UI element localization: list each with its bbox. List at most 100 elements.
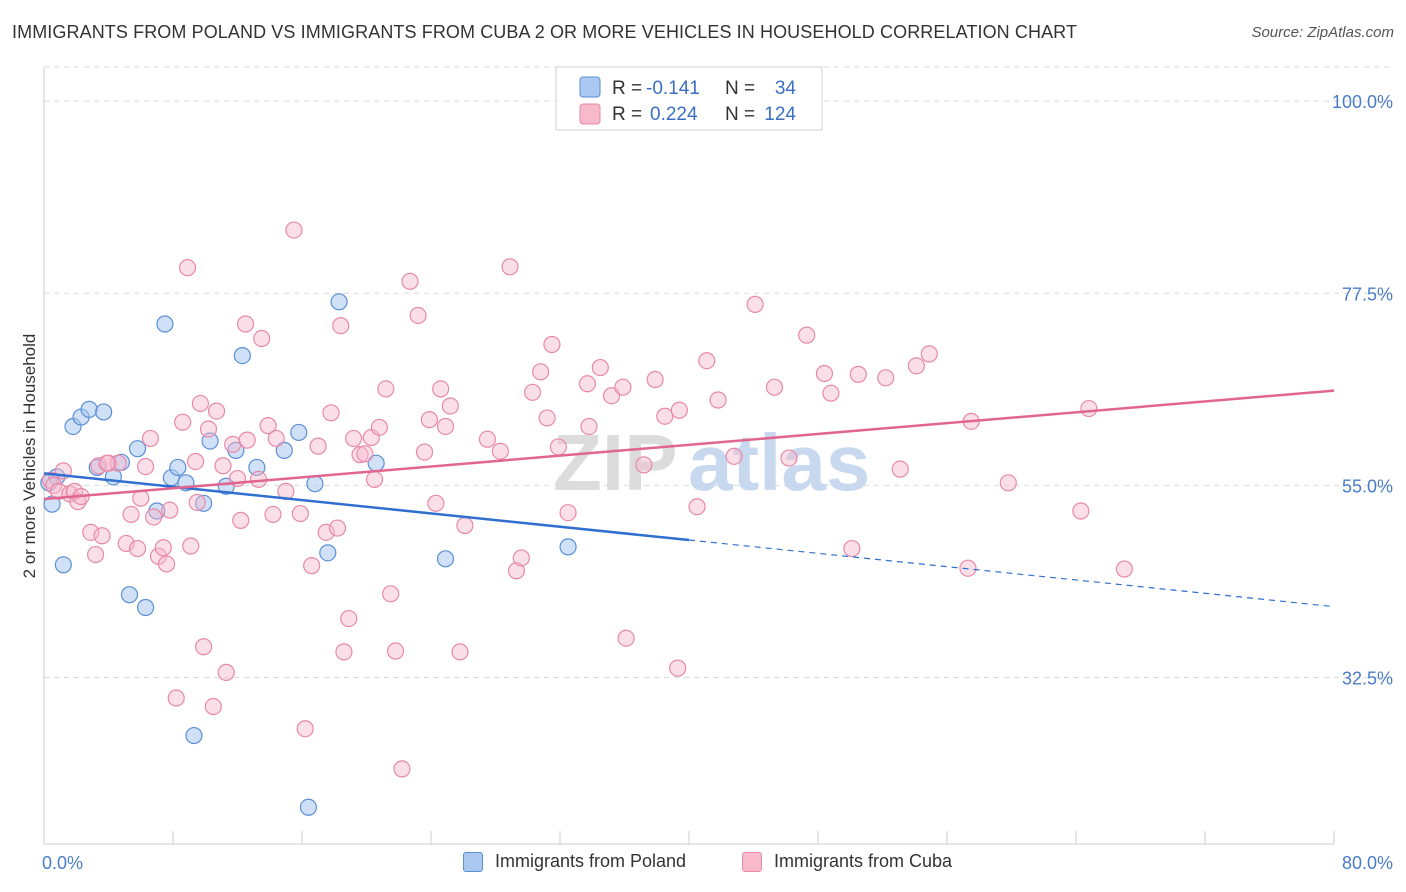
cuba-point	[253, 329, 271, 348]
poland-point	[120, 586, 139, 604]
cuba-point	[815, 364, 834, 383]
legend-swatch-poland	[579, 76, 601, 98]
poland-point	[95, 403, 113, 421]
cuba-point	[725, 447, 743, 465]
legend-n-label-cuba: N =	[725, 104, 755, 125]
stats-legend: R = -0.141 N = 34 R = 0.224 N = 124	[555, 66, 823, 131]
cuba-point	[377, 380, 395, 398]
cuba-point	[386, 642, 405, 660]
cuba-point	[86, 545, 105, 564]
gridlines	[44, 66, 1394, 678]
poland-point	[330, 293, 348, 311]
poland-point	[80, 400, 98, 418]
x-tick-label-max: 80.0%	[1342, 853, 1393, 873]
y-tick-label: 32.5%	[1342, 669, 1393, 689]
cuba-point	[401, 272, 419, 290]
cuba-point	[451, 643, 469, 661]
cuba-point	[432, 380, 450, 398]
cuba-point	[136, 458, 155, 476]
source-credit: Source: ZipAtlas.com	[1251, 24, 1394, 41]
cuba-point	[1080, 399, 1098, 418]
cuba-trend-line	[43, 389, 1335, 501]
cuba-point	[309, 437, 327, 455]
cuba-point	[296, 720, 314, 738]
cuba-point	[382, 585, 400, 603]
cuba-point	[822, 384, 840, 402]
cuba-point	[543, 335, 561, 354]
chart-title: IMMIGRANTS FROM POLAND VS IMMIGRANTS FRO…	[12, 22, 1078, 42]
cuba-point	[236, 315, 255, 333]
cuba-point	[591, 358, 609, 377]
cuba-point	[259, 417, 277, 435]
cuba-point	[580, 417, 598, 436]
cuba-point	[798, 326, 816, 344]
cuba-point	[128, 539, 147, 558]
cuba-point	[199, 420, 218, 438]
legend-r-value-cuba: 0.224	[650, 104, 698, 125]
cuba-point	[291, 504, 309, 523]
cuba-point	[646, 370, 664, 389]
cuba-point	[182, 537, 200, 555]
cuba-point	[538, 409, 556, 427]
poland-trend-extension	[688, 539, 1335, 608]
cuba-point	[195, 638, 213, 656]
cuba-point	[335, 643, 353, 661]
cuba-point	[93, 527, 111, 545]
poland-point	[299, 798, 318, 816]
trend-lines	[43, 389, 1335, 608]
cuba-point	[145, 508, 163, 526]
poland-point	[275, 441, 293, 459]
series-cuba-points	[41, 221, 1133, 778]
poland-point	[136, 598, 155, 617]
cuba-point	[532, 363, 550, 381]
cuba-point	[232, 511, 250, 529]
legend-n-value-cuba: 124	[764, 104, 796, 125]
poland-point	[169, 458, 187, 477]
poland-point	[185, 726, 203, 745]
poland-point	[306, 475, 324, 493]
cuba-point	[877, 369, 895, 387]
cuba-point	[264, 505, 282, 524]
cuba-point	[698, 352, 716, 370]
poland-trend-line	[43, 472, 690, 542]
poland-point	[319, 544, 337, 562]
watermark: ZIP atlas	[553, 418, 870, 507]
cuba-point	[356, 445, 374, 463]
cuba-point	[322, 404, 340, 422]
cuba-point	[267, 429, 285, 448]
cuba-point	[340, 609, 358, 628]
legend-r-label-poland: R =	[612, 78, 642, 99]
cuba-point	[709, 391, 727, 409]
cuba-point	[188, 493, 206, 512]
cuba-point	[238, 431, 256, 449]
cuba-point	[214, 457, 232, 475]
cuba-point	[122, 505, 140, 524]
cuba-point	[436, 417, 455, 436]
cuba-point	[178, 259, 197, 277]
cuba-point	[441, 397, 459, 415]
cuba-point	[920, 345, 938, 363]
cuba-point	[303, 557, 321, 575]
cuba-point	[141, 429, 160, 448]
legend-n-value-poland: 34	[775, 78, 797, 99]
cuba-point	[669, 659, 687, 677]
cuba-point	[345, 429, 363, 448]
cuba-point	[1072, 502, 1090, 520]
cuba-point	[161, 501, 179, 519]
cuba-point	[328, 519, 347, 537]
cuba-point	[1115, 560, 1133, 578]
legend-item-cuba: Immigrants from Cuba	[742, 851, 952, 872]
cuba-point	[207, 402, 226, 420]
legend-r-label-cuba: R =	[612, 104, 642, 125]
cuba-point	[186, 452, 205, 471]
cuba-point	[117, 534, 135, 553]
cuba-point	[167, 689, 185, 707]
y-tick-label: 55.0%	[1342, 476, 1393, 496]
poland-point	[54, 556, 72, 574]
cuba-point	[849, 365, 867, 383]
cuba-point	[456, 516, 474, 535]
cuba-point	[578, 375, 597, 393]
x-tick-label-min: 0.0%	[42, 853, 83, 873]
cuba-point	[365, 470, 384, 489]
